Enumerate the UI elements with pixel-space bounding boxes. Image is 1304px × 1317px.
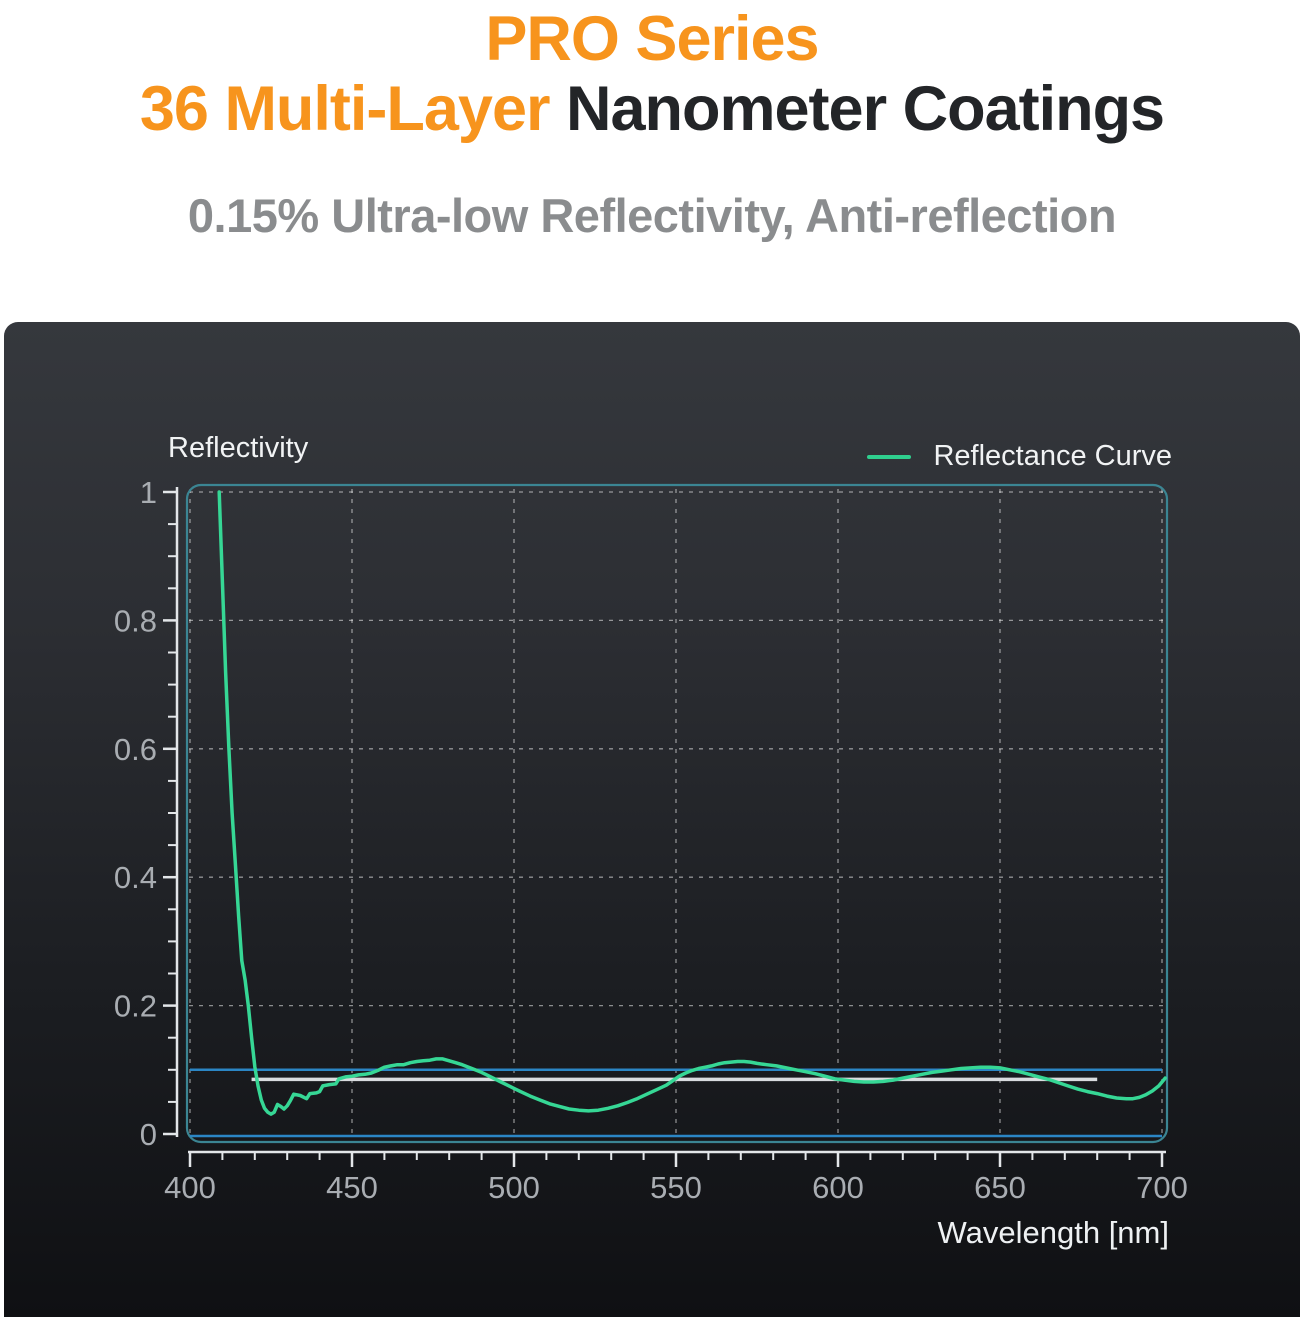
y-tick-label-0.6: 0.6 (114, 732, 157, 767)
y-tick-label-0.8: 0.8 (114, 603, 157, 638)
title-nanometer-coatings: Nanometer Coatings (549, 74, 1165, 144)
legend-line-icon (867, 454, 912, 459)
x-axis-title: Wavelength [nm] (937, 1215, 1169, 1250)
reflectance-curve (217, 490, 1167, 1116)
chart-panel: Reflectivity Reflectance Curve 0 0.2 0.4 0.… (4, 322, 1300, 1317)
chart-legend: Reflectance Curve (867, 440, 1172, 473)
y-tick-label-1: 1 (140, 475, 157, 510)
y-tick-label-0.2: 0.2 (114, 989, 157, 1024)
y-axis-title: Reflectivity (168, 432, 309, 464)
x-tick-label-450: 450 (326, 1170, 378, 1205)
x-tick-label-650: 650 (974, 1170, 1026, 1205)
x-tick-label-400: 400 (164, 1170, 216, 1205)
title-line-2: 36 Multi-Layer Nanometer Coatings (0, 74, 1304, 144)
reflectance-chart: 0 0.2 0.4 0.6 0.8 1 400 450 500 550 600 650 700 (114, 475, 1188, 1205)
title-line-1: PRO Series (0, 4, 1304, 74)
y-tick-label-0.4: 0.4 (114, 860, 157, 895)
title-pro-series: PRO Series (485, 4, 819, 74)
legend-label: Reflectance Curve (933, 440, 1172, 472)
x-tick-label-550: 550 (650, 1170, 702, 1205)
x-tick-label-600: 600 (812, 1170, 864, 1205)
subtitle: 0.15% Ultra-low Reflectivity, Anti-refle… (187, 189, 1117, 242)
x-tick-label-500: 500 (488, 1170, 540, 1205)
y-tick-label-0: 0 (140, 1117, 157, 1152)
headline: PRO Series 36 Multi-Layer Nanometer Coat… (0, 0, 1304, 243)
x-tick-label-700: 700 (1136, 1170, 1188, 1205)
title-multilayer: 36 Multi-Layer (139, 74, 551, 144)
plot-border (185, 483, 1169, 1144)
